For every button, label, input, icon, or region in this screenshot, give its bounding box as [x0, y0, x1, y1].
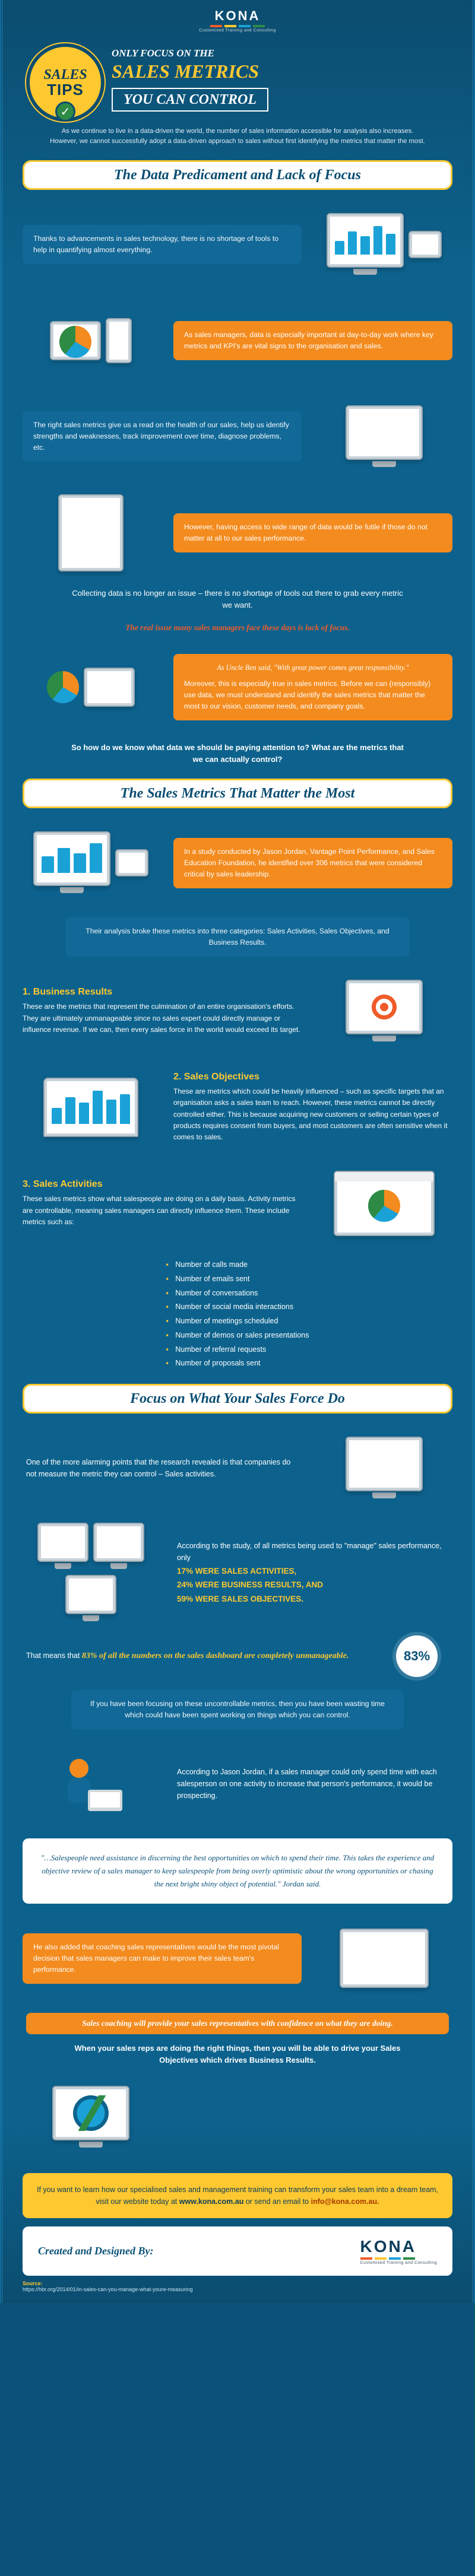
bullet-item: Number of social media interactions	[166, 1300, 309, 1314]
badge-top: Sales	[43, 68, 87, 82]
cta-website-link[interactable]: www.kona.com.au	[179, 2197, 244, 2206]
s1-orange3-body: Moreover, this is especially true in sal…	[184, 678, 442, 712]
footer-brand-tagline: Customised Training and Consulting	[360, 2261, 437, 2265]
brand-bars-icon	[210, 25, 265, 27]
brand-name: KONA	[215, 8, 261, 24]
cat3-heading: 3. Sales Activities	[23, 1179, 302, 1190]
cat3-body: These sales metrics show what salespeopl…	[23, 1193, 302, 1228]
footer-brand-bars-icon	[360, 2257, 415, 2260]
s3-para1: One of the more alarming points that the…	[26, 1456, 298, 1480]
uncle-ben-quote: As Uncle Ben said, "With great power com…	[184, 662, 442, 674]
source-label: Source:	[23, 2280, 43, 2286]
person-laptop-icon	[23, 1742, 159, 1825]
s1-para3: Collecting data is no longer an issue – …	[71, 587, 404, 611]
cat2-heading: 2. Sales Objectives	[173, 1072, 452, 1082]
footer-brand-name: KONA	[360, 2237, 416, 2256]
activity-bullet-list: Number of calls madeNumber of emails sen…	[23, 1258, 452, 1371]
s1-red-statement: The real issue many sales managers face …	[19, 623, 456, 633]
sales-tips-badge-icon: Sales TIPS ✓	[30, 47, 101, 118]
pct-line: 24% WERE BUSINESS RESULTS, AND	[177, 1578, 449, 1592]
monitors-icon	[23, 1523, 159, 1622]
pct-line: 17% WERE SALES ACTIVITIES,	[177, 1565, 449, 1578]
brand-tagline: Customised Training and Consulting	[199, 28, 276, 33]
analytics-icon	[23, 821, 159, 904]
cta-email-link[interactable]: info@kona.com.au.	[311, 2197, 379, 2206]
s1-para2: The right sales metrics give us a read o…	[23, 411, 302, 462]
s3-p3b-highlight: 83% of all the numbers on the sales dash…	[82, 1651, 349, 1660]
s3-para4: According to Jason Jordan, if a sales ma…	[177, 1766, 449, 1802]
bullet-item: Number of proposals sent	[166, 1357, 309, 1371]
pretitle: ONLY FOCUS ON THE	[112, 47, 445, 59]
s2-orange1: In a study conducted by Jason Jordan, Va…	[173, 838, 452, 888]
bullet-item: Number of calls made	[166, 1258, 309, 1272]
header: KONA Customised Training and Consulting …	[19, 0, 456, 147]
finance-icon	[23, 646, 159, 729]
bullet-item: Number of demos or sales presentations	[166, 1329, 309, 1343]
cat1-body: These are the metrics that represent the…	[23, 1001, 302, 1036]
browser-pie-icon	[316, 1162, 452, 1245]
bullet-item: Number of emails sent	[166, 1272, 309, 1287]
bullet-item: Number of conversations	[166, 1287, 309, 1301]
office-icon	[316, 1917, 452, 2000]
gold-italic-statement: Sales coaching will provide your sales r…	[82, 2019, 393, 2028]
source-line: Source: https://hbr.org/2014/01/in-sales…	[23, 2280, 452, 2292]
s3-orange1: He also added that coaching sales repres…	[23, 1933, 302, 1984]
s1-closing: So how do we know what data we should be…	[71, 742, 404, 766]
infographic-root: KONA Customised Training and Consulting …	[0, 0, 475, 2303]
world-chart-icon	[23, 2076, 159, 2159]
badge-bottom: TIPS	[47, 82, 84, 97]
s2-bluebox1: Their analysis broke these metrics into …	[65, 917, 410, 957]
s1-orange3: As Uncle Ben said, "With great power com…	[173, 654, 452, 720]
bullet-item: Number of referral requests	[166, 1343, 309, 1357]
created-by-label: Created and Designed By:	[38, 2245, 153, 2257]
dashboard-illustration-icon	[316, 203, 452, 286]
mobile-devices-icon	[23, 299, 159, 382]
source-url[interactable]: https://hbr.org/2014/01/in-sales-can-you…	[23, 2286, 193, 2292]
pct-stats: 17% WERE SALES ACTIVITIES,24% WERE BUSIN…	[177, 1565, 449, 1606]
pct-line: 59% WERE SALES OBJECTIVES.	[177, 1593, 449, 1606]
created-by-box: Created and Designed By: KONA Customised…	[23, 2226, 452, 2276]
page-title: SALES METRICS	[112, 62, 445, 82]
cat2-body: These are metrics which could be heavily…	[173, 1086, 452, 1143]
s3-closing: When your sales reps are doing the right…	[71, 2043, 404, 2066]
section1-heading: The Data Predicament and Lack of Focus	[23, 160, 452, 190]
intro-paragraph: As we continue to live in a data-driven …	[48, 126, 428, 147]
section2-heading: The Sales Metrics That Matter the Most	[23, 779, 452, 808]
bullet-item: Number of meetings scheduled	[166, 1314, 309, 1329]
pct-83-badge: 83%	[396, 1635, 438, 1677]
cta-box: If you want to learn how our specialised…	[23, 2173, 452, 2218]
cta-text-b: or send an email to	[246, 2197, 311, 2206]
boxed-subtitle: YOU CAN CONTROL	[112, 88, 268, 112]
cat1-heading: 1. Business Results	[23, 987, 302, 998]
s3-p3a: That means that	[26, 1651, 82, 1660]
checkmark-icon: ✓	[55, 101, 75, 122]
section3-heading: Focus on What Your Sales Force Do	[23, 1384, 452, 1414]
s1-orange1: As sales managers, data is especially im…	[173, 321, 452, 360]
laptop-chart-icon	[23, 1066, 159, 1149]
multi-screen-icon	[316, 395, 452, 478]
report-icon	[23, 491, 159, 574]
s3-para2: According to the study, of all metrics b…	[177, 1540, 449, 1564]
s1-orange2: However, having access to wide range of …	[173, 513, 452, 552]
s3-bluebox1: If you have been focusing on these uncon…	[71, 1690, 404, 1729]
brand-logo: KONA Customised Training and Consulting	[19, 8, 456, 33]
multi-device-icon	[316, 1427, 452, 1510]
target-icon	[316, 970, 452, 1053]
jordan-quote: "…Salespeople need assistance in discern…	[23, 1838, 452, 1904]
s3-para3: That means that 83% of all the numbers o…	[26, 1650, 363, 1663]
s1-para1: Thanks to advancements in sales technolo…	[23, 225, 302, 264]
